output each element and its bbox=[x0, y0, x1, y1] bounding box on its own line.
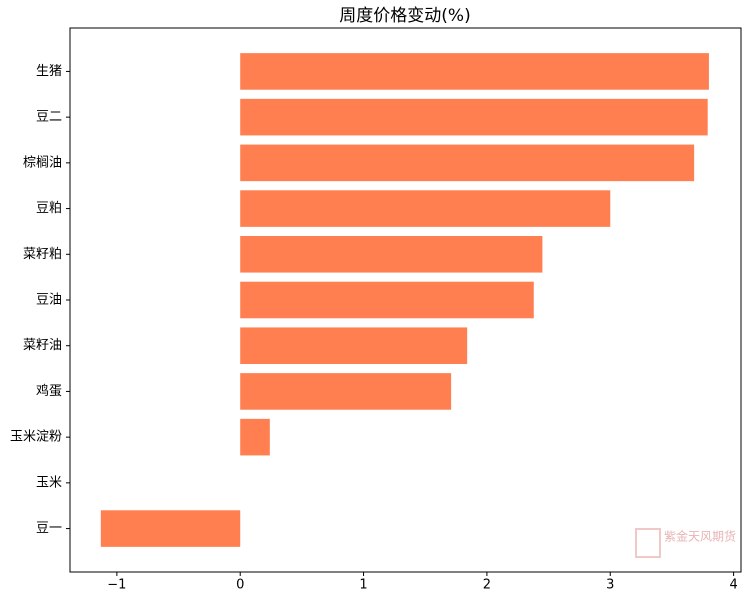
y-tick-label: 豆粕 bbox=[36, 201, 62, 216]
x-tick-label: 1 bbox=[359, 578, 367, 593]
watermark: 紫金天风期货 bbox=[664, 529, 736, 544]
y-tick-label: 鸡蛋 bbox=[36, 383, 62, 399]
y-tick-label: 豆油 bbox=[36, 293, 62, 308]
y-tick-label: 菜籽粕 bbox=[23, 247, 62, 262]
y-tick-label: 豆一 bbox=[36, 521, 62, 536]
bar bbox=[240, 373, 452, 410]
bar bbox=[240, 98, 708, 136]
x-tick-label: 3 bbox=[606, 578, 614, 593]
y-tick-label: 玉米淀粉 bbox=[10, 430, 62, 445]
x-tick-label: −1 bbox=[107, 578, 126, 593]
chart-title: 周度价格变动(%) bbox=[339, 6, 470, 26]
x-tick-label: 4 bbox=[729, 578, 737, 593]
bar bbox=[240, 53, 709, 90]
y-tick-label: 生猪 bbox=[36, 64, 62, 79]
y-tick-label: 玉米 bbox=[36, 475, 62, 490]
y-tick-label: 菜籽油 bbox=[23, 338, 62, 353]
bar bbox=[240, 190, 611, 227]
bar bbox=[240, 236, 543, 273]
x-tick-label: 2 bbox=[483, 578, 491, 593]
x-tick-label: 0 bbox=[236, 578, 244, 593]
y-tick-label: 棕榈油 bbox=[23, 155, 62, 170]
y-tick-label: 豆二 bbox=[36, 110, 62, 125]
bar bbox=[240, 418, 270, 456]
bar bbox=[100, 510, 241, 547]
watermark-logo bbox=[635, 528, 661, 558]
bar bbox=[240, 144, 695, 182]
bar bbox=[240, 327, 468, 364]
bar bbox=[240, 281, 534, 319]
